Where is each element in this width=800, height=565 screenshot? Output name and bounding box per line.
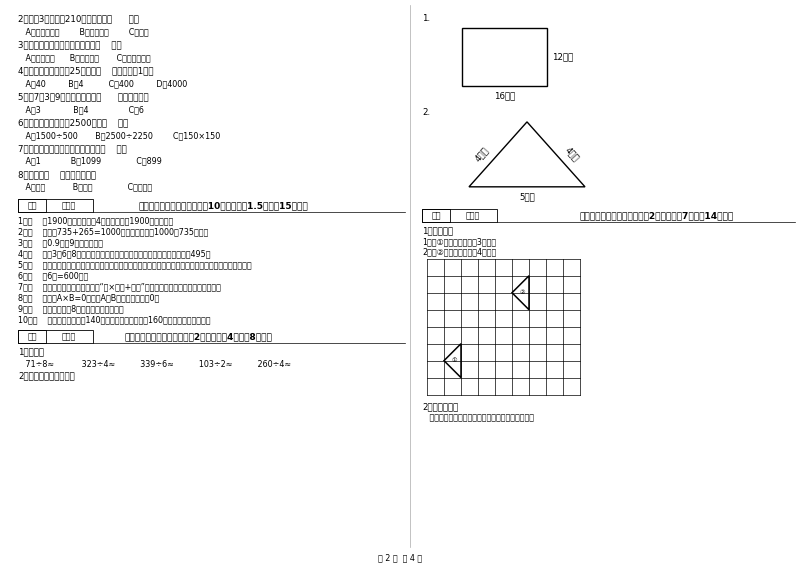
Text: 1．（    ）1900年的年份数是4的倍数，所以1900年是闰年。: 1．（ ）1900年的年份数是4的倍数，所以1900年是闰年。 — [18, 217, 174, 226]
Text: 2．求下面图形的周长。: 2．求下面图形的周长。 — [18, 372, 74, 381]
Text: 三、仔细推敲，正确判断（共10小题，每题1.5分，入15分）。: 三、仔细推敲，正确判断（共10小题，每题1.5分，入15分）。 — [138, 202, 308, 211]
Text: 3．下面现象中属于平移现象的是（    ）。: 3．下面现象中属于平移现象的是（ ）。 — [18, 40, 122, 49]
Text: 第 2 页  共 4 页: 第 2 页 共 4 页 — [378, 554, 422, 563]
Text: 评卷人: 评卷人 — [62, 202, 76, 211]
Text: 2．把②号图形向左移动4个格。: 2．把②号图形向左移动4个格。 — [422, 248, 496, 257]
Text: 8．（    ）如果A×B=0，那么A和B中至少有一个是0。: 8．（ ）如果A×B=0，那么A和B中至少有一个是0。 — [18, 294, 159, 303]
Bar — [422, 209, 497, 222]
Text: A．乘公共汽车        B．骑自行车        C．步行: A．乘公共汽车 B．骑自行车 C．步行 — [18, 27, 149, 36]
Text: 8．四边形（    ）平行四边形。: 8．四边形（ ）平行四边形。 — [18, 170, 96, 179]
Text: A．40         B．4          C．400         D．4000: A．40 B．4 C．400 D．4000 — [18, 79, 187, 88]
Text: 7．（    ）有余数除法的验算方法是“商×除数+余数”，看得到的结果是否与被除数相等。: 7．（ ）有余数除法的验算方法是“商×除数+余数”，看得到的结果是否与被除数相等… — [18, 282, 221, 292]
Text: 9．（    ）一个两位旅8，积一定也是两位数。: 9．（ ）一个两位旅8，积一定也是两位数。 — [18, 305, 124, 314]
Text: 评卷人: 评卷人 — [466, 212, 480, 221]
Text: A．开关抽屉      B．拧开瓶盖       C．转动的风车: A．开关抽屉 B．拧开瓶盖 C．转动的风车 — [18, 53, 150, 62]
Text: ②: ② — [519, 290, 525, 295]
Text: 2．动手操作。: 2．动手操作。 — [422, 403, 458, 412]
Text: 2．（    ）根据735+265=1000，可以直接写出1000－735的差。: 2．（ ）根据735+265=1000，可以直接写出1000－735的差。 — [18, 228, 208, 237]
Text: 1.: 1. — [422, 14, 430, 23]
Text: A．1500÷500       B．2500÷2250        C．150×150: A．1500÷500 B．2500÷2250 C．150×150 — [18, 131, 220, 140]
Text: ①: ① — [451, 358, 457, 363]
Text: 评卷人: 评卷人 — [62, 333, 76, 342]
Text: 71÷8≈           323÷4≈          339÷6≈          103÷2≈          260÷4≈: 71÷8≈ 323÷4≈ 339÷6≈ 103÷2≈ 260÷4≈ — [18, 360, 291, 368]
Text: 4．平均每个同学体重25千克，（    ）名同学重1吨。: 4．平均每个同学体重25千克，（ ）名同学重1吨。 — [18, 66, 154, 75]
Text: 4分米: 4分米 — [474, 145, 490, 163]
Text: 得分: 得分 — [431, 212, 441, 221]
Bar — [18, 330, 93, 343]
Bar — [18, 199, 46, 212]
Text: A．3             B．4                C．6: A．3 B．4 C．6 — [18, 105, 144, 114]
Bar — [18, 330, 46, 343]
Bar — [422, 209, 450, 222]
Bar — [18, 199, 93, 212]
Text: A．一定           B．可能              C．不可能: A．一定 B．可能 C．不可能 — [18, 183, 152, 192]
Text: 7．最小三位数和最大三位数的和是（    ）。: 7．最小三位数和最大三位数的和是（ ）。 — [18, 144, 126, 153]
Text: 10．（    ）一条河平均水深140厘米，一匹小马身高是160厘米，它肯定能通过。: 10．（ ）一条河平均水深140厘米，一匹小马身高是160厘米，它肯定能通过。 — [18, 316, 210, 325]
Text: 3．（    ）0.9里有9个十分之一。: 3．（ ）0.9里有9个十分之一。 — [18, 239, 103, 248]
Text: 5．用7、3、9三个数字可组成（      ）个三位数。: 5．用7、3、9三个数字可组成（ ）个三位数。 — [18, 92, 149, 101]
Text: 2.: 2. — [422, 108, 430, 117]
Text: 1．估算。: 1．估算。 — [18, 347, 44, 357]
Text: 1．把①号图形向右平移3个格。: 1．把①号图形向右平移3个格。 — [422, 238, 496, 247]
Text: 6．下面的结果最接近2500的是（    ）。: 6．下面的结果最接近2500的是（ ）。 — [18, 118, 128, 127]
Bar — [462, 28, 547, 86]
Text: 5分米: 5分米 — [519, 193, 535, 202]
Text: 量出每条边的长度，以毫米为单位，并计算周长。: 量出每条边的长度，以毫米为单位，并计算周长。 — [422, 414, 534, 423]
Text: 6．（    ）6分=600秒。: 6．（ ）6分=600秒。 — [18, 272, 88, 281]
Text: 12厘米: 12厘米 — [552, 53, 574, 62]
Text: 4．（    ）用3、6、8这三个数字组成的最大三位数与最小三位数，它们相差495。: 4．（ ）用3、6、8这三个数字组成的最大三位数与最小三位数，它们相差495。 — [18, 250, 210, 259]
Text: 得分: 得分 — [27, 202, 37, 211]
Text: 4分米: 4分米 — [563, 145, 581, 163]
Text: 1．画一画。: 1．画一画。 — [422, 227, 453, 236]
Text: 四、看清题目，细心计算（割2小题，每题4分，兤8分）。: 四、看清题目，细心计算（割2小题，每题4分，兤8分）。 — [124, 333, 272, 342]
Text: A．1            B．1099              C．899: A．1 B．1099 C．899 — [18, 157, 162, 166]
Text: 2．爸爸3小时行了210千米，他是（      ）。: 2．爸爸3小时行了210千米，他是（ ）。 — [18, 14, 139, 23]
Text: 16厘米: 16厘米 — [494, 91, 515, 100]
Text: 五、认真思考，综合能力（割2小题，每题7分，入14分）。: 五、认真思考，综合能力（割2小题，每题7分，入14分）。 — [580, 212, 734, 221]
Text: 5．（    ）用同一条铁丝先围成一个最大的正方形，再围成一个最大的长方形，长方形和正它们的周长相等。: 5．（ ）用同一条铁丝先围成一个最大的正方形，再围成一个最大的长方形，长方形和正… — [18, 261, 252, 270]
Text: 得分: 得分 — [27, 333, 37, 342]
